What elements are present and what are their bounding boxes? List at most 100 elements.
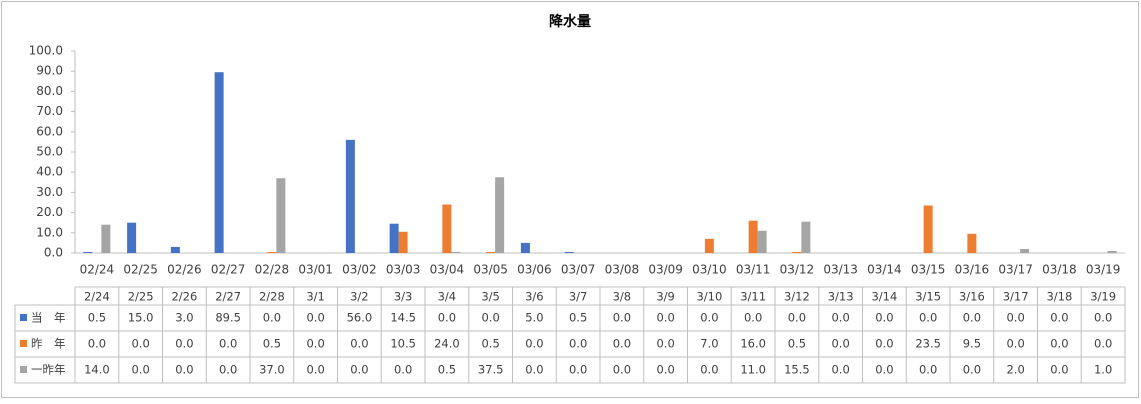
table-value: 0.0 — [175, 337, 193, 351]
table-value: 0.0 — [613, 363, 631, 377]
table-value: 0.0 — [175, 363, 193, 377]
table-header: 3/6 — [525, 290, 544, 304]
y-tick-label: 0.0 — [44, 246, 63, 260]
table-value: 0.0 — [831, 311, 849, 325]
x-tick-label: 03/16 — [955, 263, 990, 277]
table-value: 0.0 — [788, 311, 806, 325]
y-tick-label: 60.0 — [36, 124, 63, 138]
table-header: 2/24 — [84, 290, 110, 304]
table-value: 56.0 — [347, 311, 373, 325]
table-header: 3/4 — [438, 290, 457, 304]
table-value: 0.0 — [613, 337, 631, 351]
bar — [276, 178, 286, 253]
table-value: 0.0 — [963, 363, 981, 377]
x-tick-label: 02/24 — [80, 263, 115, 277]
table-value: 0.0 — [569, 337, 587, 351]
y-tick-label: 90.0 — [36, 64, 63, 78]
table-header: 3/2 — [350, 290, 369, 304]
table-value: 10.5 — [390, 337, 416, 351]
bar — [923, 205, 933, 253]
table-value: 0.0 — [438, 311, 456, 325]
table-value: 0.5 — [438, 363, 456, 377]
table-value: 0.0 — [88, 337, 106, 351]
x-tick-label: 02/28 — [255, 263, 290, 277]
table-value: 37.5 — [478, 363, 504, 377]
table-value: 3.0 — [175, 311, 193, 325]
bar — [1020, 248, 1030, 253]
y-tick-label: 100.0 — [29, 44, 63, 58]
bar — [127, 222, 137, 253]
table-value: 0.0 — [700, 363, 718, 377]
legend-label: 一昨年 — [31, 363, 66, 377]
bar — [345, 139, 355, 253]
table-header: 2/25 — [128, 290, 154, 304]
table-value: 0.0 — [306, 337, 324, 351]
table-value: 0.0 — [1094, 337, 1112, 351]
table-value: 0.0 — [219, 337, 237, 351]
x-tick-label: 03/06 — [517, 263, 552, 277]
table-header: 3/5 — [481, 290, 500, 304]
bar — [704, 238, 714, 253]
x-tick-label: 02/26 — [167, 263, 202, 277]
table-value: 0.0 — [350, 337, 368, 351]
y-tick-label: 40.0 — [36, 165, 63, 179]
chart-title: 降水量 — [549, 13, 591, 30]
legend-key — [20, 340, 27, 347]
bar — [967, 233, 977, 253]
table-value: 0.0 — [306, 363, 324, 377]
table-value: 2.0 — [1006, 363, 1024, 377]
x-tick-label: 03/11 — [736, 263, 771, 277]
bar — [83, 251, 93, 253]
table-value: 0.5 — [88, 311, 106, 325]
table-value: 0.5 — [569, 311, 587, 325]
x-tick-label: 03/15 — [911, 263, 946, 277]
y-tick-label: 50.0 — [36, 145, 63, 159]
bar — [398, 231, 408, 253]
table-value: 0.0 — [131, 363, 149, 377]
table-value: 0.0 — [525, 363, 543, 377]
table-value: 0.5 — [788, 337, 806, 351]
table-value: 0.0 — [131, 337, 149, 351]
table-value: 14.5 — [390, 311, 416, 325]
table-value: 0.0 — [525, 337, 543, 351]
table-value: 0.0 — [831, 337, 849, 351]
bar — [801, 221, 811, 253]
table-header: 3/7 — [569, 290, 588, 304]
table-value: 7.0 — [700, 337, 718, 351]
x-tick-label: 02/25 — [123, 263, 158, 277]
bar — [748, 220, 758, 253]
table-value: 0.0 — [569, 363, 587, 377]
table-header: 3/10 — [696, 290, 722, 304]
legend-label: 昨 年 — [31, 337, 66, 351]
table-value: 0.0 — [481, 311, 499, 325]
table-value: 0.0 — [744, 311, 762, 325]
table-value: 0.0 — [700, 311, 718, 325]
table-header: 3/17 — [1003, 290, 1029, 304]
table-value: 0.0 — [1050, 311, 1068, 325]
table-header: 2/26 — [171, 290, 197, 304]
table-value: 37.0 — [259, 363, 285, 377]
bar — [757, 230, 767, 253]
x-tick-label: 03/19 — [1086, 263, 1121, 277]
x-tick-label: 03/05 — [473, 263, 508, 277]
table-value: 5.0 — [525, 311, 543, 325]
table-value: 1.0 — [1094, 363, 1112, 377]
table-header: 3/13 — [828, 290, 854, 304]
table-value: 16.0 — [740, 337, 766, 351]
bar — [214, 72, 224, 254]
table-value: 0.0 — [875, 311, 893, 325]
x-tick-label: 03/09 — [648, 263, 683, 277]
x-tick-label: 03/13 — [823, 263, 858, 277]
table-value: 0.0 — [1006, 337, 1024, 351]
table-value: 0.0 — [263, 311, 281, 325]
table-value: 0.5 — [263, 337, 281, 351]
x-tick-label: 03/10 — [692, 263, 727, 277]
table-value: 0.0 — [1050, 363, 1068, 377]
bar — [792, 251, 802, 253]
x-tick-label: 03/02 — [342, 263, 377, 277]
table-value: 0.0 — [613, 311, 631, 325]
legend-key — [20, 366, 27, 373]
table-value: 0.0 — [831, 363, 849, 377]
table-value: 15.5 — [784, 363, 810, 377]
table-value: 0.0 — [963, 311, 981, 325]
